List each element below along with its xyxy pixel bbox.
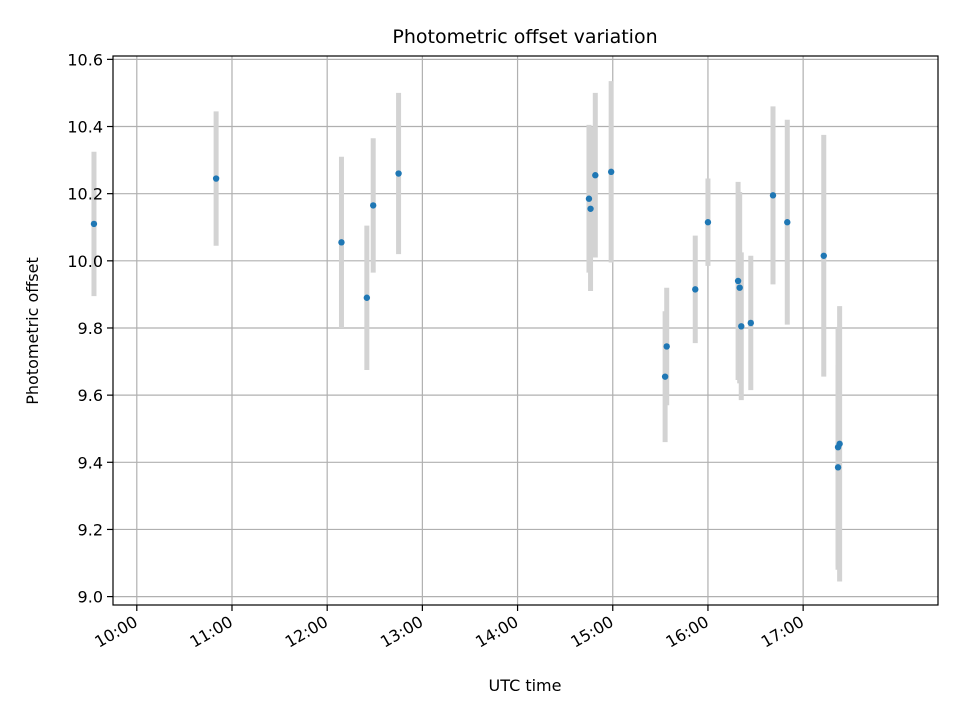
data-point — [734, 277, 742, 285]
data-point — [736, 284, 743, 291]
data-point — [661, 373, 669, 380]
data-point — [784, 219, 791, 226]
y-tick-label: 9.4 — [78, 453, 103, 472]
y-axis-ticks: 9.0 9.2 9.4 9.6 9.8 10.0 10.2 10.4 10.6 — [67, 50, 113, 607]
data-point — [338, 239, 345, 246]
data-point — [747, 319, 754, 327]
chart-title: Photometric offset variation — [392, 26, 657, 48]
y-tick-label: 9.8 — [78, 319, 103, 338]
data-point — [738, 323, 745, 330]
data-point — [607, 168, 615, 176]
y-tick-label: 10.6 — [67, 50, 103, 69]
data-point — [212, 175, 220, 182]
y-tick-label: 10.0 — [67, 252, 103, 271]
data-points — [90, 168, 843, 471]
data-point — [704, 219, 712, 226]
data-point — [663, 343, 670, 350]
data-point — [363, 294, 371, 301]
data-point — [692, 286, 699, 293]
data-point — [90, 220, 98, 228]
y-tick-label: 9.6 — [78, 386, 103, 405]
data-point — [369, 202, 377, 209]
data-point — [834, 464, 842, 471]
data-point — [395, 170, 402, 177]
data-point — [836, 440, 843, 448]
data-point — [592, 172, 599, 179]
x-axis-label: UTC time — [489, 676, 562, 695]
y-tick-label: 9.2 — [78, 520, 103, 539]
y-axis-label: Photometric offset — [23, 257, 42, 405]
data-point — [587, 205, 594, 212]
data-point — [820, 252, 827, 259]
y-tick-label: 9.0 — [78, 588, 103, 607]
y-tick-label: 10.2 — [67, 185, 103, 204]
data-point — [585, 195, 593, 202]
plot-frame — [112, 55, 939, 606]
data-point — [769, 192, 777, 199]
y-tick-label: 10.4 — [67, 118, 103, 137]
